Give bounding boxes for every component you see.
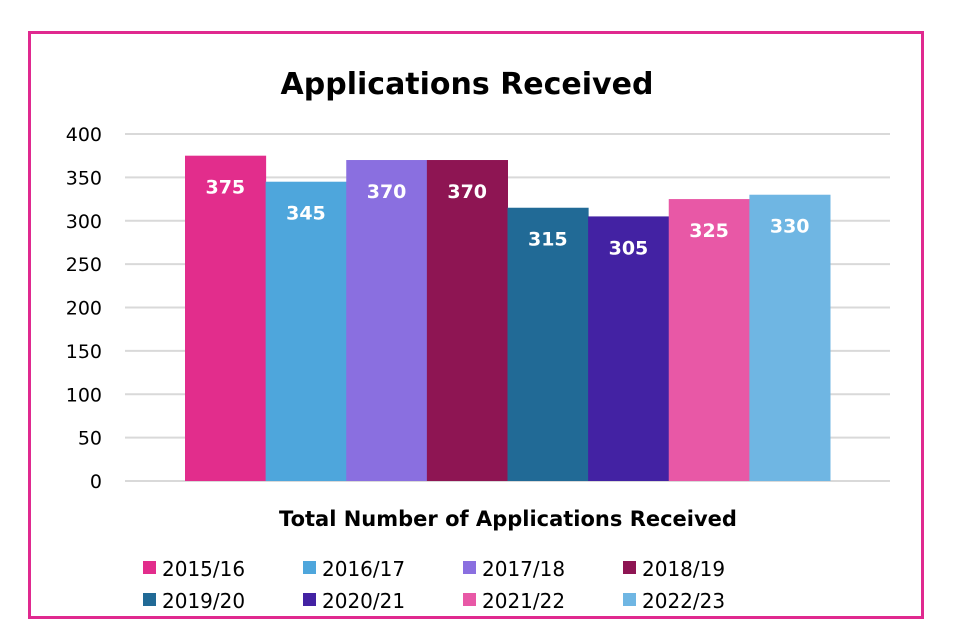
legend-label: 2016/17 — [322, 557, 405, 581]
bar-2016/17 — [265, 181, 347, 481]
legend-label: 2018/19 — [642, 557, 725, 581]
bar-2022/23 — [749, 194, 831, 481]
bar-2020/21 — [588, 216, 670, 481]
legend-label: 2017/18 — [482, 557, 565, 581]
x-axis-title: Total Number of Applications Received — [279, 507, 737, 531]
data-label: 325 — [689, 220, 729, 242]
legend-swatch — [623, 593, 636, 606]
data-label: 330 — [770, 216, 810, 238]
legend-swatch — [303, 561, 316, 574]
data-label: 370 — [367, 181, 407, 203]
y-tick-label: 300 — [66, 211, 102, 233]
bar-2015/16 — [185, 155, 267, 481]
y-tick-label: 0 — [90, 471, 102, 493]
legend-label: 2021/22 — [482, 589, 565, 613]
chart-frame — [28, 31, 924, 619]
bar-2019/20 — [507, 207, 589, 482]
legend-label: 2020/21 — [322, 589, 405, 613]
y-tick-label: 50 — [78, 428, 102, 450]
legend-label: 2019/20 — [162, 589, 245, 613]
legend-swatch — [303, 593, 316, 606]
legend-swatch — [463, 561, 476, 574]
data-label: 375 — [205, 177, 245, 199]
chart-title: Applications Received — [281, 67, 654, 102]
bar-2017/18 — [346, 160, 428, 481]
y-tick-label: 200 — [66, 298, 102, 320]
legend-swatch — [463, 593, 476, 606]
y-tick-label: 400 — [66, 124, 102, 146]
y-tick-label: 100 — [66, 384, 102, 406]
bar-2021/22 — [668, 199, 750, 481]
legend-swatch — [623, 561, 636, 574]
data-label: 345 — [286, 203, 326, 225]
y-tick-label: 150 — [66, 341, 102, 363]
legend-swatch — [143, 561, 156, 574]
legend-label: 2022/23 — [642, 589, 725, 613]
legend-label: 2015/16 — [162, 557, 245, 581]
y-tick-label: 250 — [66, 254, 102, 276]
y-tick-label: 350 — [66, 167, 102, 189]
bar-2018/19 — [426, 160, 508, 481]
data-label: 315 — [528, 229, 568, 251]
data-label: 305 — [609, 237, 649, 259]
legend-swatch — [143, 593, 156, 606]
data-label: 370 — [447, 181, 487, 203]
